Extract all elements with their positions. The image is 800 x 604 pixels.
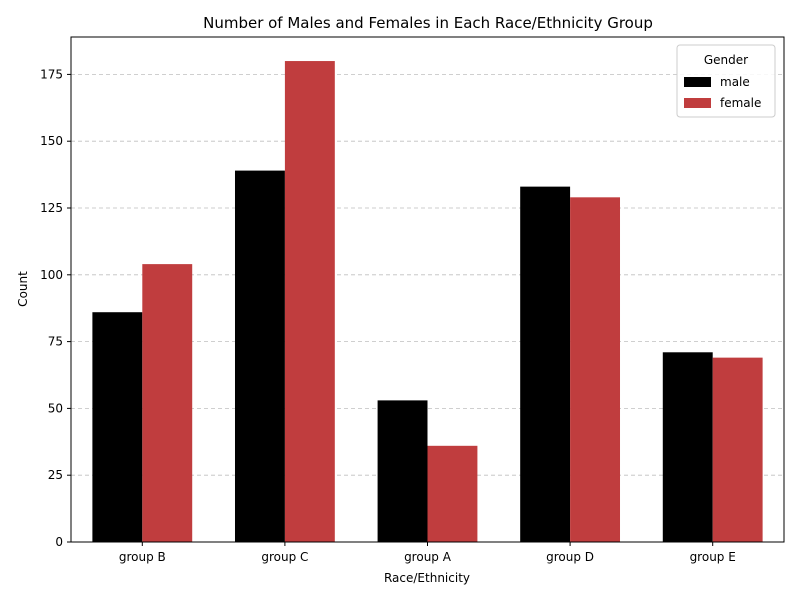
bar-male-group-E xyxy=(662,352,713,542)
bar-male-group-B xyxy=(92,312,143,542)
legend-label-male: male xyxy=(720,75,750,89)
bar-female-group-A xyxy=(427,445,478,542)
y-tick-label: 0 xyxy=(55,535,63,549)
bars xyxy=(92,61,763,543)
bar-male-group-A xyxy=(377,400,428,542)
x-tick-label: group D xyxy=(546,550,594,564)
legend: Gender male female xyxy=(676,44,776,118)
legend-label-female: female xyxy=(720,96,761,110)
y-tick-label: 75 xyxy=(48,335,63,349)
bar-male-group-D xyxy=(520,186,571,542)
y-tick-label: 150 xyxy=(40,134,63,148)
legend-title: Gender xyxy=(704,53,748,67)
legend-swatch-male xyxy=(684,77,711,87)
bar-female-group-C xyxy=(284,61,335,543)
bar-female-group-E xyxy=(712,357,763,542)
y-tick-label: 175 xyxy=(40,67,63,81)
bar-female-group-B xyxy=(142,264,193,542)
legend-swatch-female xyxy=(684,98,711,108)
x-ticks: group B group C group A group D group E xyxy=(119,542,736,564)
x-tick-label: group E xyxy=(690,550,736,564)
y-tick-label: 50 xyxy=(48,401,63,415)
bar-female-group-D xyxy=(570,197,621,543)
y-tick-label: 100 xyxy=(40,268,63,282)
y-tick-label: 25 xyxy=(48,468,63,482)
y-axis-label: Count xyxy=(16,271,30,307)
x-axis-label: Race/Ethnicity xyxy=(384,571,470,585)
chart-title: Number of Males and Females in Each Race… xyxy=(203,14,653,32)
bar-male-group-C xyxy=(234,170,285,542)
x-tick-label: group B xyxy=(119,550,166,564)
x-tick-label: group C xyxy=(261,550,308,564)
x-tick-label: group A xyxy=(404,550,452,564)
y-ticks: 0 25 50 75 100 125 150 175 xyxy=(40,67,71,549)
y-tick-label: 125 xyxy=(40,201,63,215)
